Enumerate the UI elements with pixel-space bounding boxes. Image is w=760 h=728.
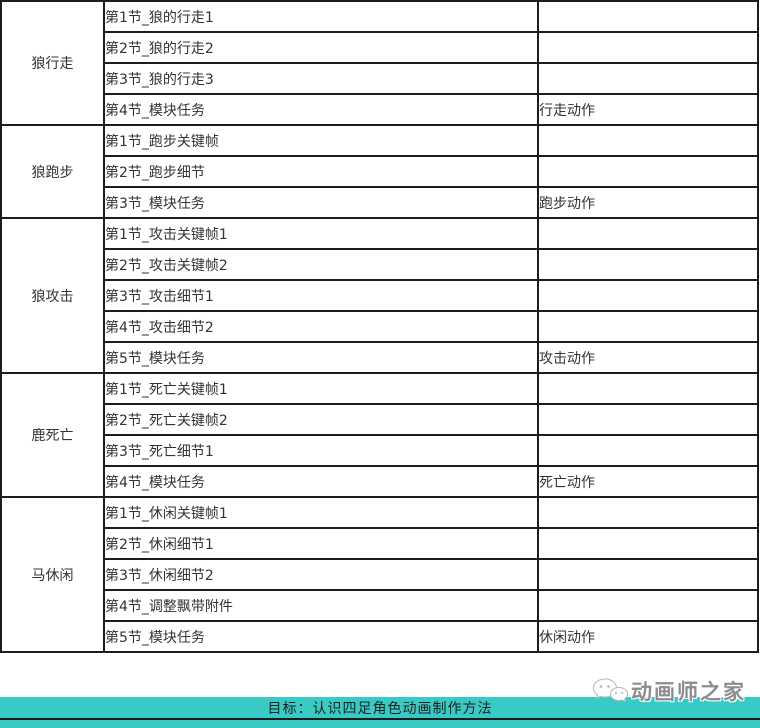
lesson-cell: 第3节_模块任务 xyxy=(103,186,539,219)
lesson-cell: 第1节_休闲关键帧1 xyxy=(103,496,539,529)
table-row: 第2节_休闲细节1 xyxy=(1,527,759,560)
table-row: 第4节_模块任务 死亡动作 xyxy=(1,465,759,498)
table-row: 第3节_死亡细节1 xyxy=(1,434,759,467)
action-cell xyxy=(537,403,759,436)
table-row: 第3节_休闲细节2 xyxy=(1,558,759,591)
table-row: 第3节_攻击细节1 xyxy=(1,279,759,312)
action-cell xyxy=(537,124,759,157)
module-cell: 鹿死亡 xyxy=(0,372,105,498)
lesson-cell: 第5节_模块任务 xyxy=(103,341,539,374)
module-cell: 马休闲 xyxy=(0,496,105,653)
lesson-cell: 第1节_攻击关键帧1 xyxy=(103,217,539,250)
table-row: 狼跑步 第1节_跑步关键帧 xyxy=(0,124,759,219)
table-row: 第3节_模块任务 跑步动作 xyxy=(1,186,759,219)
table-row: 狼行走 第1节_狼的行走1 xyxy=(0,0,759,126)
table-row: 狼攻击 第1节_攻击关键帧1 xyxy=(0,217,759,374)
action-cell xyxy=(537,558,759,591)
lesson-cell: 第2节_攻击关键帧2 xyxy=(103,248,539,281)
module-cell: 狼行走 xyxy=(0,0,105,126)
action-cell xyxy=(537,155,759,188)
lesson-cell: 第1节_死亡关键帧1 xyxy=(103,372,539,405)
module-cell: 狼攻击 xyxy=(0,217,105,374)
table-row: 第4节_攻击细节2 xyxy=(1,310,759,343)
table-row: 马休闲 第1节_休闲关键帧1 xyxy=(0,496,759,653)
lesson-cell: 第2节_死亡关键帧2 xyxy=(103,403,539,436)
action-cell xyxy=(537,31,759,64)
action-cell: 跑步动作 xyxy=(537,186,759,219)
table-row: 第4节_模块任务 行走动作 xyxy=(1,93,759,126)
lesson-cell: 第5节_模块任务 xyxy=(103,620,539,653)
action-cell: 攻击动作 xyxy=(537,341,759,374)
lesson-cell: 第4节_调整飘带附件 xyxy=(103,589,539,622)
lesson-cell: 第3节_休闲细节2 xyxy=(103,558,539,591)
action-cell: 死亡动作 xyxy=(537,465,759,498)
action-cell xyxy=(537,527,759,560)
lesson-cell: 第3节_狼的行走3 xyxy=(103,62,539,95)
chat-bubbles-icon xyxy=(592,677,628,705)
module-cell: 狼跑步 xyxy=(0,124,105,219)
lesson-cell: 第1节_跑步关键帧 xyxy=(103,124,539,157)
table-row: 第3节_狼的行走3 xyxy=(1,62,759,95)
table-row: 鹿死亡 第1节_死亡关键帧1 xyxy=(0,372,759,498)
watermark-text: 动画师之家 xyxy=(631,680,746,704)
table-row: 第2节_狼的行走2 xyxy=(1,31,759,64)
action-cell xyxy=(537,589,759,622)
action-cell xyxy=(537,248,759,281)
table-row: 第2节_跑步细节 xyxy=(1,155,759,188)
lesson-cell: 第4节_攻击细节2 xyxy=(103,310,539,343)
lesson-cell: 第3节_攻击细节1 xyxy=(103,279,539,312)
action-cell xyxy=(537,310,759,343)
action-cell xyxy=(537,434,759,467)
lesson-cell: 第4节_模块任务 xyxy=(103,465,539,498)
action-cell xyxy=(537,372,759,405)
action-cell xyxy=(537,217,759,250)
lesson-cell: 第2节_狼的行走2 xyxy=(103,31,539,64)
action-cell xyxy=(537,496,759,529)
table-row: 第2节_攻击关键帧2 xyxy=(1,248,759,281)
lesson-cell: 第2节_跑步细节 xyxy=(103,155,539,188)
action-cell: 行走动作 xyxy=(537,93,759,126)
action-cell xyxy=(537,279,759,312)
table-row: 第2节_死亡关键帧2 xyxy=(1,403,759,436)
action-cell xyxy=(537,62,759,95)
action-cell: 休闲动作 xyxy=(537,620,759,653)
goal-bar: 目标：认识四足角色动画制作方法 xyxy=(0,697,760,728)
goal-text: 目标：认识四足角色动画制作方法 xyxy=(267,700,493,717)
table-row: 第5节_模块任务 休闲动作 xyxy=(1,620,759,653)
course-table: 狼行走 第1节_狼的行走1 第2节_狼的行走2 第3节_狼的行走3 第4节_模块任务 行走… xyxy=(0,0,759,653)
watermark: 动画师之家 xyxy=(592,676,746,706)
lesson-cell: 第4节_模块任务 xyxy=(103,93,539,126)
action-cell xyxy=(537,0,759,33)
table-row: 第4节_调整飘带附件 xyxy=(1,589,759,622)
lesson-cell: 第2节_休闲细节1 xyxy=(103,527,539,560)
lesson-cell: 第1节_狼的行走1 xyxy=(103,0,539,33)
goal-bar-strip xyxy=(0,720,760,728)
table-row: 第5节_模块任务 攻击动作 xyxy=(1,341,759,374)
lesson-cell: 第3节_死亡细节1 xyxy=(103,434,539,467)
